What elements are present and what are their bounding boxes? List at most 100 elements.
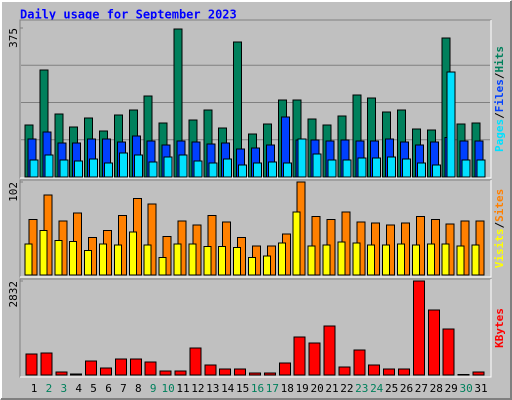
bar [238, 164, 248, 178]
x-tick-label: 22 [340, 382, 353, 395]
bar [412, 280, 425, 376]
bar [472, 371, 485, 376]
bar [219, 368, 232, 376]
bar [367, 244, 376, 276]
bar [372, 157, 382, 178]
x-tick-label: 21 [325, 382, 338, 395]
legend-separator: / [493, 112, 506, 119]
panel [19, 278, 492, 378]
bar [253, 162, 262, 178]
x-tick-label: 5 [90, 382, 97, 395]
x-tick-label: 12 [191, 382, 204, 395]
legend-entry: Sites [493, 189, 506, 222]
bar [162, 236, 172, 276]
bar [128, 231, 137, 276]
legend-entry: Hits [493, 46, 506, 73]
bar [233, 247, 242, 276]
legend-entry: KBytes [493, 308, 506, 348]
bar [159, 370, 172, 376]
bar [282, 162, 292, 178]
x-tick-label: 3 [60, 382, 67, 395]
legend-entry: Visits [493, 229, 506, 269]
bar [383, 368, 396, 376]
panel-edge [20, 20, 492, 179]
bar [456, 245, 465, 276]
bar [297, 138, 307, 178]
x-tick-label: 15 [236, 382, 249, 395]
bar [29, 159, 39, 178]
bar [24, 243, 33, 276]
x-tick-label: 20 [310, 382, 323, 395]
x-tick-label: 30 [459, 382, 472, 395]
bar [39, 229, 48, 276]
bar [193, 160, 203, 178]
bar [85, 360, 98, 376]
x-tick-label: 26 [400, 382, 413, 395]
x-tick-label: 2 [46, 382, 53, 395]
bar [446, 71, 456, 178]
bar [292, 211, 301, 276]
x-tick-label: 6 [105, 382, 112, 395]
bar [144, 361, 157, 376]
bar [263, 372, 276, 376]
bar [398, 368, 410, 376]
bar [442, 328, 455, 376]
x-tick-label: 24 [370, 382, 384, 395]
bar [174, 370, 187, 376]
bar [397, 243, 405, 276]
bar [99, 243, 107, 276]
bar [277, 242, 286, 276]
legend-entry: Files [493, 79, 506, 112]
bar [411, 244, 420, 276]
bar [293, 336, 306, 376]
bar [59, 159, 69, 178]
bar [84, 249, 93, 276]
x-tick-label: 27 [415, 382, 428, 395]
bar [337, 241, 346, 276]
x-tick-label: 28 [430, 382, 443, 395]
bar [402, 158, 411, 178]
bar [416, 162, 426, 178]
bar [327, 159, 337, 178]
bar [118, 152, 128, 178]
panel-edge [20, 180, 492, 278]
y-tick-label: 102 [7, 182, 20, 202]
panel-edge [20, 279, 492, 378]
bar [323, 325, 336, 376]
bar [307, 245, 316, 276]
bar [427, 309, 440, 376]
x-tick-label: 10 [161, 382, 174, 395]
bar [471, 244, 480, 276]
x-tick-label: 13 [206, 382, 219, 395]
bar [207, 215, 217, 276]
bar [189, 347, 202, 376]
bar [352, 242, 361, 276]
bar [234, 368, 247, 376]
bar [147, 203, 157, 276]
x-tick-label: 14 [221, 382, 235, 395]
bar [322, 244, 331, 276]
bar [70, 373, 83, 376]
bar [163, 156, 173, 178]
y-tick-label: 375 [7, 28, 20, 48]
bar [133, 154, 143, 178]
bar [218, 246, 227, 276]
bar [312, 153, 322, 178]
legend-separator: / [493, 222, 506, 229]
x-tick-label: 9 [150, 382, 157, 395]
bar [54, 239, 63, 276]
legend: Visits/Sites [493, 189, 506, 269]
x-tick-label: 7 [120, 382, 127, 395]
bar [278, 362, 291, 376]
bar [203, 246, 212, 276]
bar [173, 243, 182, 276]
bar [148, 161, 158, 178]
bar [382, 244, 391, 276]
bar [476, 159, 486, 178]
bar [89, 158, 99, 178]
x-tick-label: 16 [251, 382, 264, 395]
bar [441, 243, 450, 276]
